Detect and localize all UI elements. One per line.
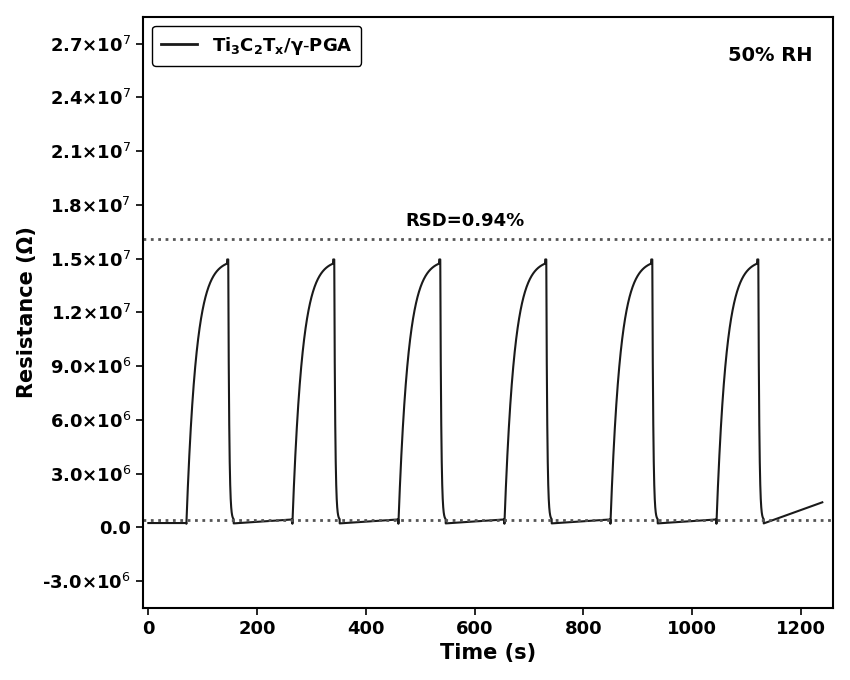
Y-axis label: Resistance (Ω): Resistance (Ω) [17,226,37,398]
Text: RSD=0.94%: RSD=0.94% [405,211,524,230]
X-axis label: Time (s): Time (s) [440,643,536,663]
Legend: $\mathbf{Ti_3C_2T_x/\gamma\text{-}PGA}$: $\mathbf{Ti_3C_2T_x/\gamma\text{-}PGA}$ [152,26,361,66]
Text: 50% RH: 50% RH [728,46,813,65]
